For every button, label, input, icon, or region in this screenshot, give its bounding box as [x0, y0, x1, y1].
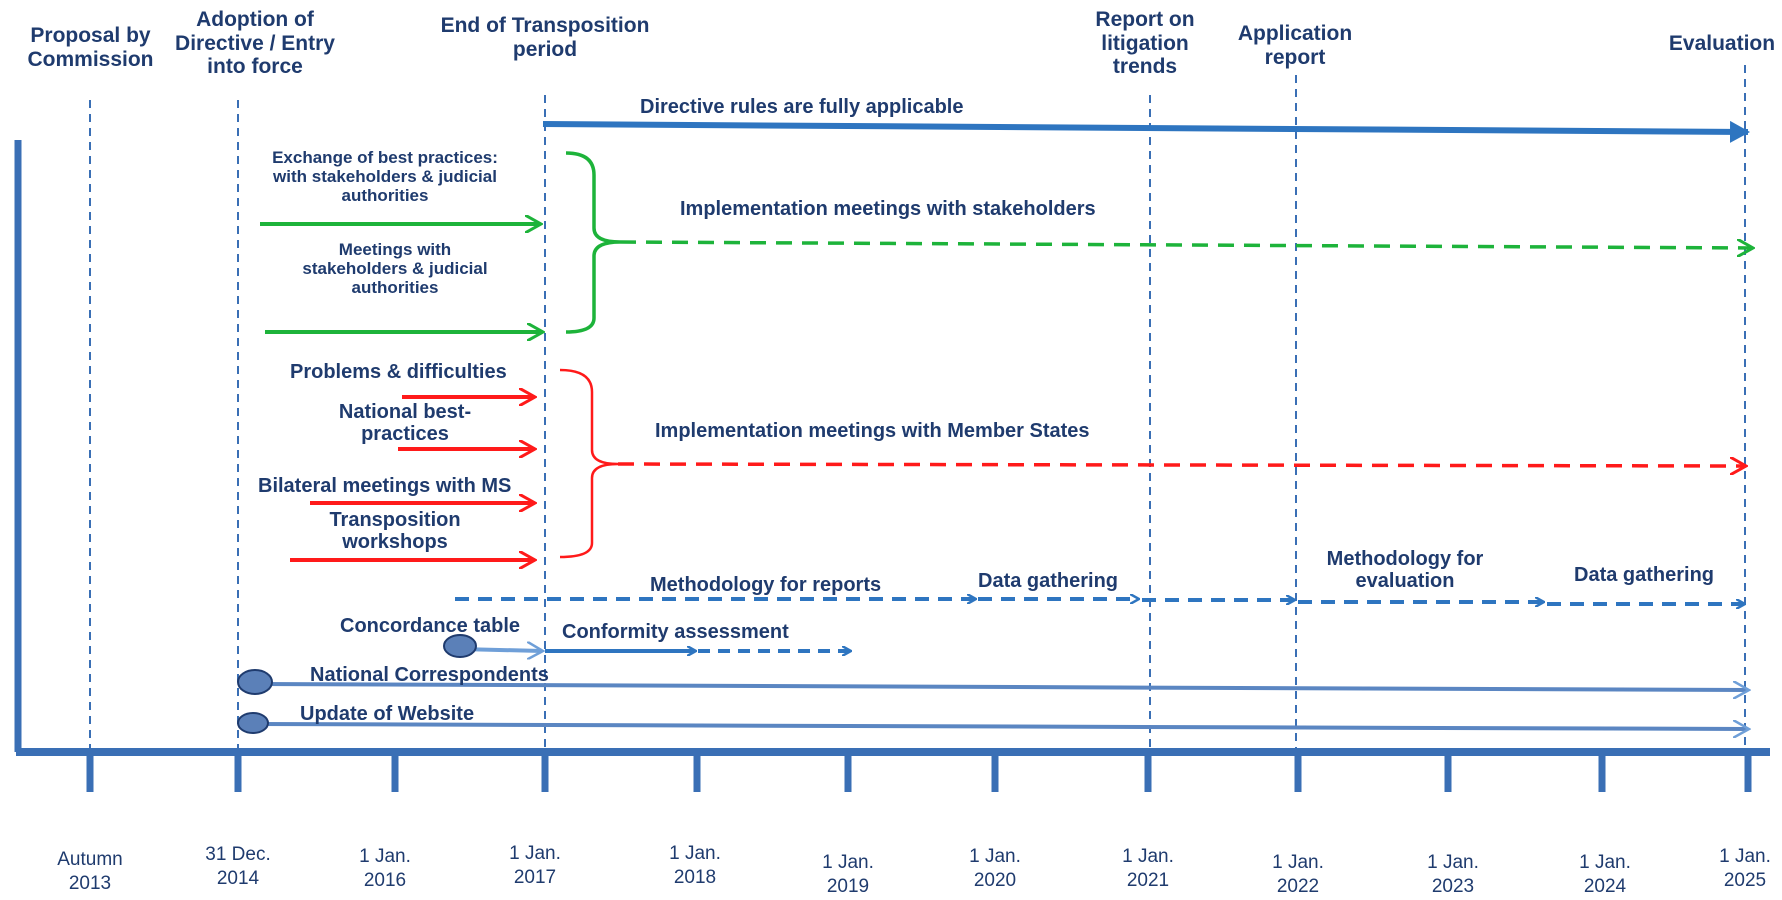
- data-gathering-label-2: Data gathering: [1574, 564, 1715, 586]
- axis-date: 1 Jan. 2021: [1122, 846, 1174, 891]
- member-state-bracket: [559, 368, 619, 559]
- stakeholder-bracket: [565, 151, 621, 334]
- correspondents-arrow: [257, 684, 1748, 690]
- axis-date: 1 Jan. 2024: [1579, 852, 1631, 897]
- impl-stakeholders-arrow: [619, 242, 1752, 248]
- website-label: Update of Website: [300, 703, 475, 725]
- bilateral-label: Bilateral meetings with MS: [258, 475, 512, 497]
- exchange-label: Exchange of best practices: with stakeho…: [272, 148, 498, 206]
- axis-date: 31 Dec. 2014: [205, 844, 271, 889]
- milestone-proposal: Proposal by Commission: [27, 24, 154, 71]
- impl-member-states-arrow: [617, 464, 1745, 466]
- axis-date: 1 Jan. 2016: [359, 846, 411, 891]
- correspondents-label: National Correspondents: [310, 664, 549, 686]
- impl-member-states-label: Implementation meetings with Member Stat…: [655, 420, 1090, 442]
- conformity-label: Conformity assessment: [562, 621, 789, 643]
- website-dot: [237, 712, 269, 734]
- axis-date: 1 Jan. 2025: [1719, 846, 1771, 891]
- fully-applicable-arrow: [542, 120, 1750, 143]
- website-arrow: [255, 724, 1748, 729]
- data-gathering-label-1: Data gathering: [978, 570, 1119, 592]
- workshops-label: Transposition workshops: [329, 509, 461, 554]
- axis-date: Autumn 2013: [57, 849, 123, 894]
- methodology-reports-label: Methodology for reports: [650, 574, 882, 596]
- milestone-adoption: Adoption of Directive / Entry into force: [175, 8, 335, 79]
- milestone-end-transposition: End of Transposition period: [440, 14, 650, 61]
- axis-ticks: [86, 755, 1752, 792]
- concordance-dot: [443, 634, 477, 658]
- milestone-evaluation: Evaluation: [1668, 32, 1776, 55]
- axis-date: 1 Jan. 2020: [969, 846, 1021, 891]
- axis-date: 1 Jan. 2017: [509, 843, 561, 888]
- axis-date: 1 Jan. 2018: [669, 843, 721, 888]
- reporting-chain: [455, 599, 1744, 604]
- meetings-label: Meetings with stakeholders & judicial au…: [302, 240, 488, 298]
- axis-date: 1 Jan. 2023: [1427, 852, 1479, 897]
- impl-stakeholders-label: Implementation meetings with stakeholder…: [680, 198, 1096, 220]
- milestone-application: Application report: [1237, 22, 1353, 69]
- milestone-litigation: Report on litigation trends: [1095, 8, 1195, 79]
- methodology-evaluation-label: Methodology for evaluation: [1326, 548, 1484, 593]
- correspondents-dot: [237, 669, 273, 695]
- axis-date: 1 Jan. 2022: [1272, 852, 1324, 897]
- axis-date: 1 Jan. 2019: [822, 852, 874, 897]
- fully-applicable-label: Directive rules are fully applicable: [640, 96, 964, 118]
- national-label: National best-practices: [338, 401, 472, 446]
- milestone-lines: [89, 65, 1746, 752]
- concordance-label: Concordance table: [340, 615, 521, 637]
- problems-label: Problems & difficulties: [290, 361, 507, 383]
